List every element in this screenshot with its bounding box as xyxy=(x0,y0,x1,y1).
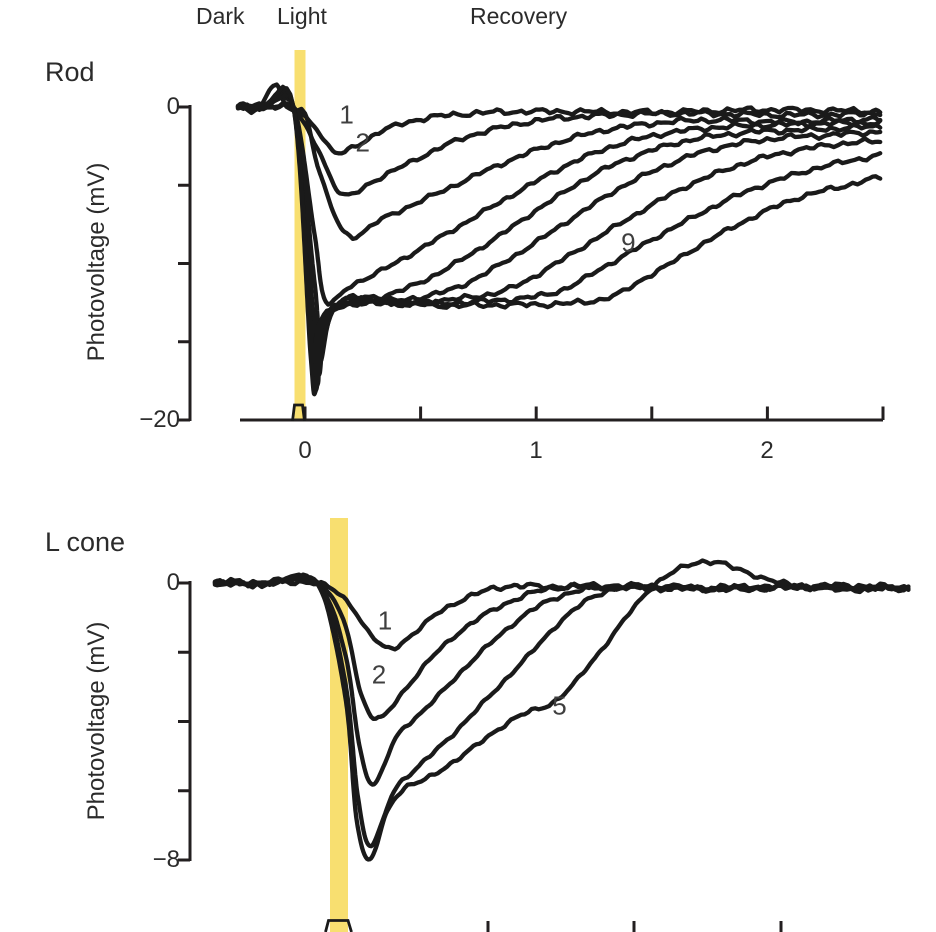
cone-flash-monitor-pulse xyxy=(324,919,353,932)
rod-xtick-2: 2 xyxy=(760,437,774,464)
phase-label-recovery: Recovery xyxy=(470,3,568,29)
cone-trace-label-5: 5 xyxy=(552,690,566,720)
rod-traces xyxy=(235,82,883,397)
cone-trace-5 xyxy=(212,558,911,862)
cone-flash-bar xyxy=(330,518,348,932)
rod-x-ticks xyxy=(303,406,885,420)
rod-trace-2 xyxy=(235,100,883,197)
cone-y-axis-title: Photovoltage (mV) xyxy=(83,621,110,821)
cone-x-ticks xyxy=(486,921,783,932)
rod-ytick-minus20: −20 xyxy=(139,406,180,433)
rod-ytick-0: 0 xyxy=(166,93,180,120)
rod-trace-3 xyxy=(235,82,883,242)
phase-label-dark: Dark xyxy=(196,3,245,29)
cone-ytick-minus8: −8 xyxy=(152,846,180,873)
phase-label-light: Light xyxy=(277,3,327,29)
cone-panel-title: L cone xyxy=(45,527,126,557)
rod-flash-monitor-pulse xyxy=(291,403,306,422)
rod-xtick-0: 0 xyxy=(298,437,312,464)
cone-trace-label-1: 1 xyxy=(378,606,392,636)
rod-flash-bar xyxy=(294,50,306,420)
rod-trace-9 xyxy=(235,84,883,397)
cone-trace-label-2: 2 xyxy=(372,659,386,689)
rod-trace-label-1: 1 xyxy=(339,99,353,129)
rod-trace-1 xyxy=(235,102,883,156)
cone-trace-3 xyxy=(212,575,911,787)
rod-panel-title: Rod xyxy=(45,57,95,87)
cone-ytick-0: 0 xyxy=(166,569,180,596)
rod-trace-4 xyxy=(235,95,883,307)
rod-trace-label-9: 9 xyxy=(621,228,635,258)
rod-xtick-1: 1 xyxy=(529,437,543,464)
cone-y-ticks xyxy=(178,581,190,862)
rod-y-axis-title: Photovoltage (mV) xyxy=(83,162,110,362)
rod-trace-label-2: 2 xyxy=(356,127,370,157)
rod-y-ticks xyxy=(178,105,190,422)
cone-traces xyxy=(212,558,911,862)
